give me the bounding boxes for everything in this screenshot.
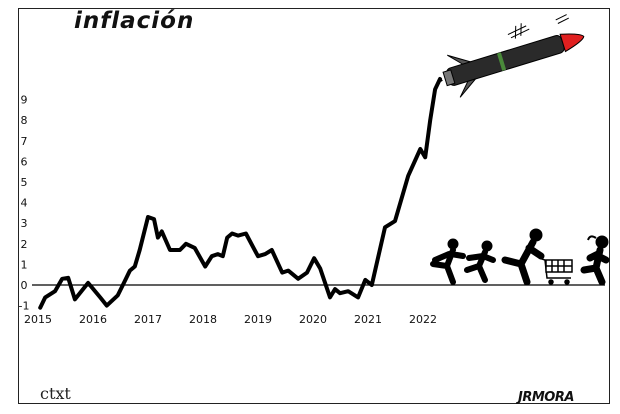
x-tick-label: 2020 xyxy=(299,313,327,326)
x-tick-label: 2017 xyxy=(134,313,162,326)
y-tick-label: 2 xyxy=(21,238,28,251)
cartoon-title: inflación xyxy=(74,8,195,34)
y-tick-label: 8 xyxy=(21,114,28,127)
y-tick-label: 9 xyxy=(21,94,28,107)
y-tick-label: 4 xyxy=(21,197,28,210)
y-tick-label: 7 xyxy=(21,135,28,148)
frame-border xyxy=(18,8,610,404)
shopping-cart-icon xyxy=(538,257,573,285)
y-tick-label: 1 xyxy=(21,258,28,271)
y-tick-label: 5 xyxy=(21,176,28,189)
y-tick-label: 0 xyxy=(21,279,28,292)
x-tick-label: 2016 xyxy=(79,313,107,326)
x-tick-label: 2019 xyxy=(244,313,272,326)
y-tick-label: 3 xyxy=(21,217,28,230)
x-tick-label: 2015 xyxy=(24,313,52,326)
inflation-series-line xyxy=(38,77,442,310)
publisher-logo: ctxt xyxy=(40,384,71,403)
x-tick-label: 2021 xyxy=(354,313,382,326)
rocket-icon xyxy=(436,14,585,98)
artist-signature: JRMORA xyxy=(518,390,574,405)
x-tick-label: 2018 xyxy=(189,313,217,326)
x-tick-label: 2022 xyxy=(409,313,437,326)
y-tick-label: -1 xyxy=(19,300,30,313)
y-tick-label: 6 xyxy=(21,155,28,168)
running-people-icon xyxy=(430,228,610,286)
